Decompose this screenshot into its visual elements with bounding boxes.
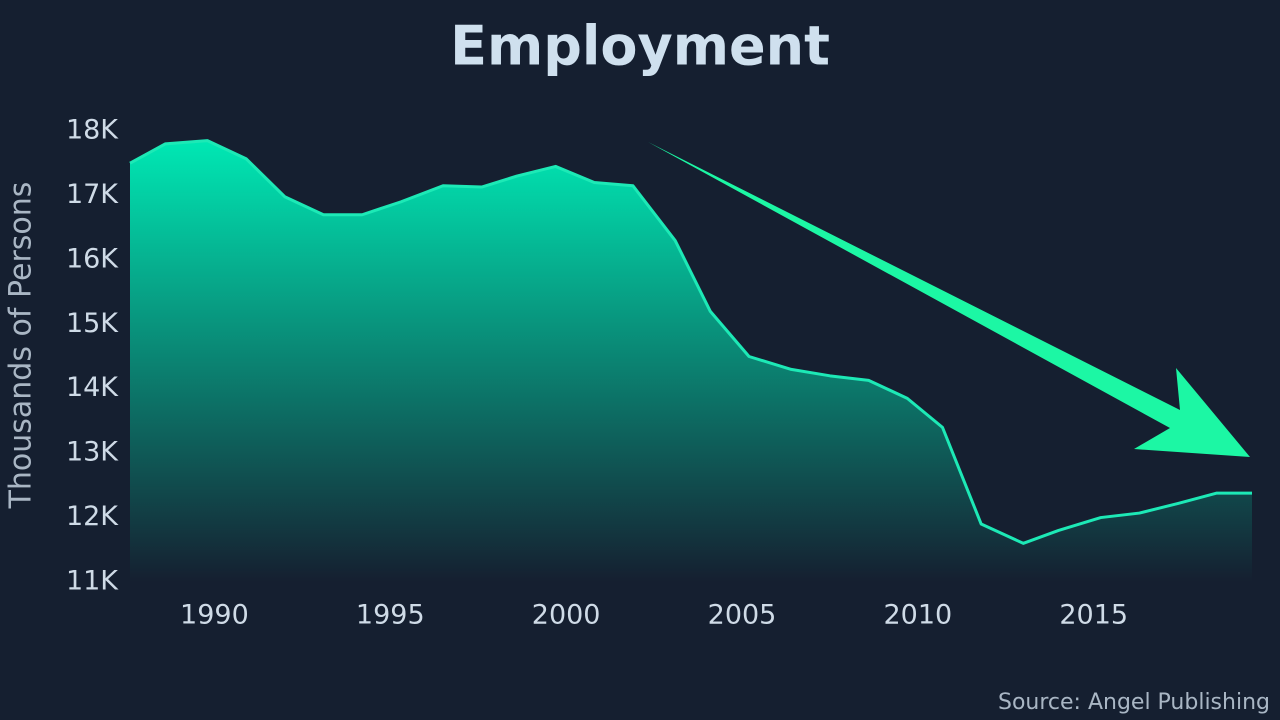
trend-arrow — [648, 142, 1250, 457]
x-tick-label: 1995 — [356, 600, 425, 631]
x-tick-label: 1990 — [180, 600, 249, 631]
x-tick-label: 2015 — [1059, 600, 1128, 631]
plot: 11K 12K 13K 14K 15K 16K 17K 18K 1990 1995 2000 2005… — [66, 115, 1252, 631]
x-tick-label: 2010 — [884, 600, 953, 631]
y-tick-label: 17K — [66, 179, 119, 210]
y-axis-label: Thousands of Persons — [4, 182, 39, 510]
chart-title: Employment — [450, 15, 830, 78]
x-tick-label: 2000 — [532, 600, 601, 631]
y-tick-label: 15K — [66, 308, 119, 339]
line — [129, 139, 1252, 545]
source: Source: Angel Publishing — [998, 690, 1270, 715]
y-tick-label: 11K — [66, 566, 119, 597]
y-tick-label: 14K — [66, 372, 119, 403]
y-tick-label: 18K — [66, 115, 119, 146]
area — [130, 140, 1252, 582]
y-tick-label: 16K — [66, 243, 119, 274]
y-tick-label: 12K — [66, 501, 119, 532]
y-tick-label: 13K — [66, 437, 119, 468]
x-tick-label: 2005 — [708, 600, 777, 631]
